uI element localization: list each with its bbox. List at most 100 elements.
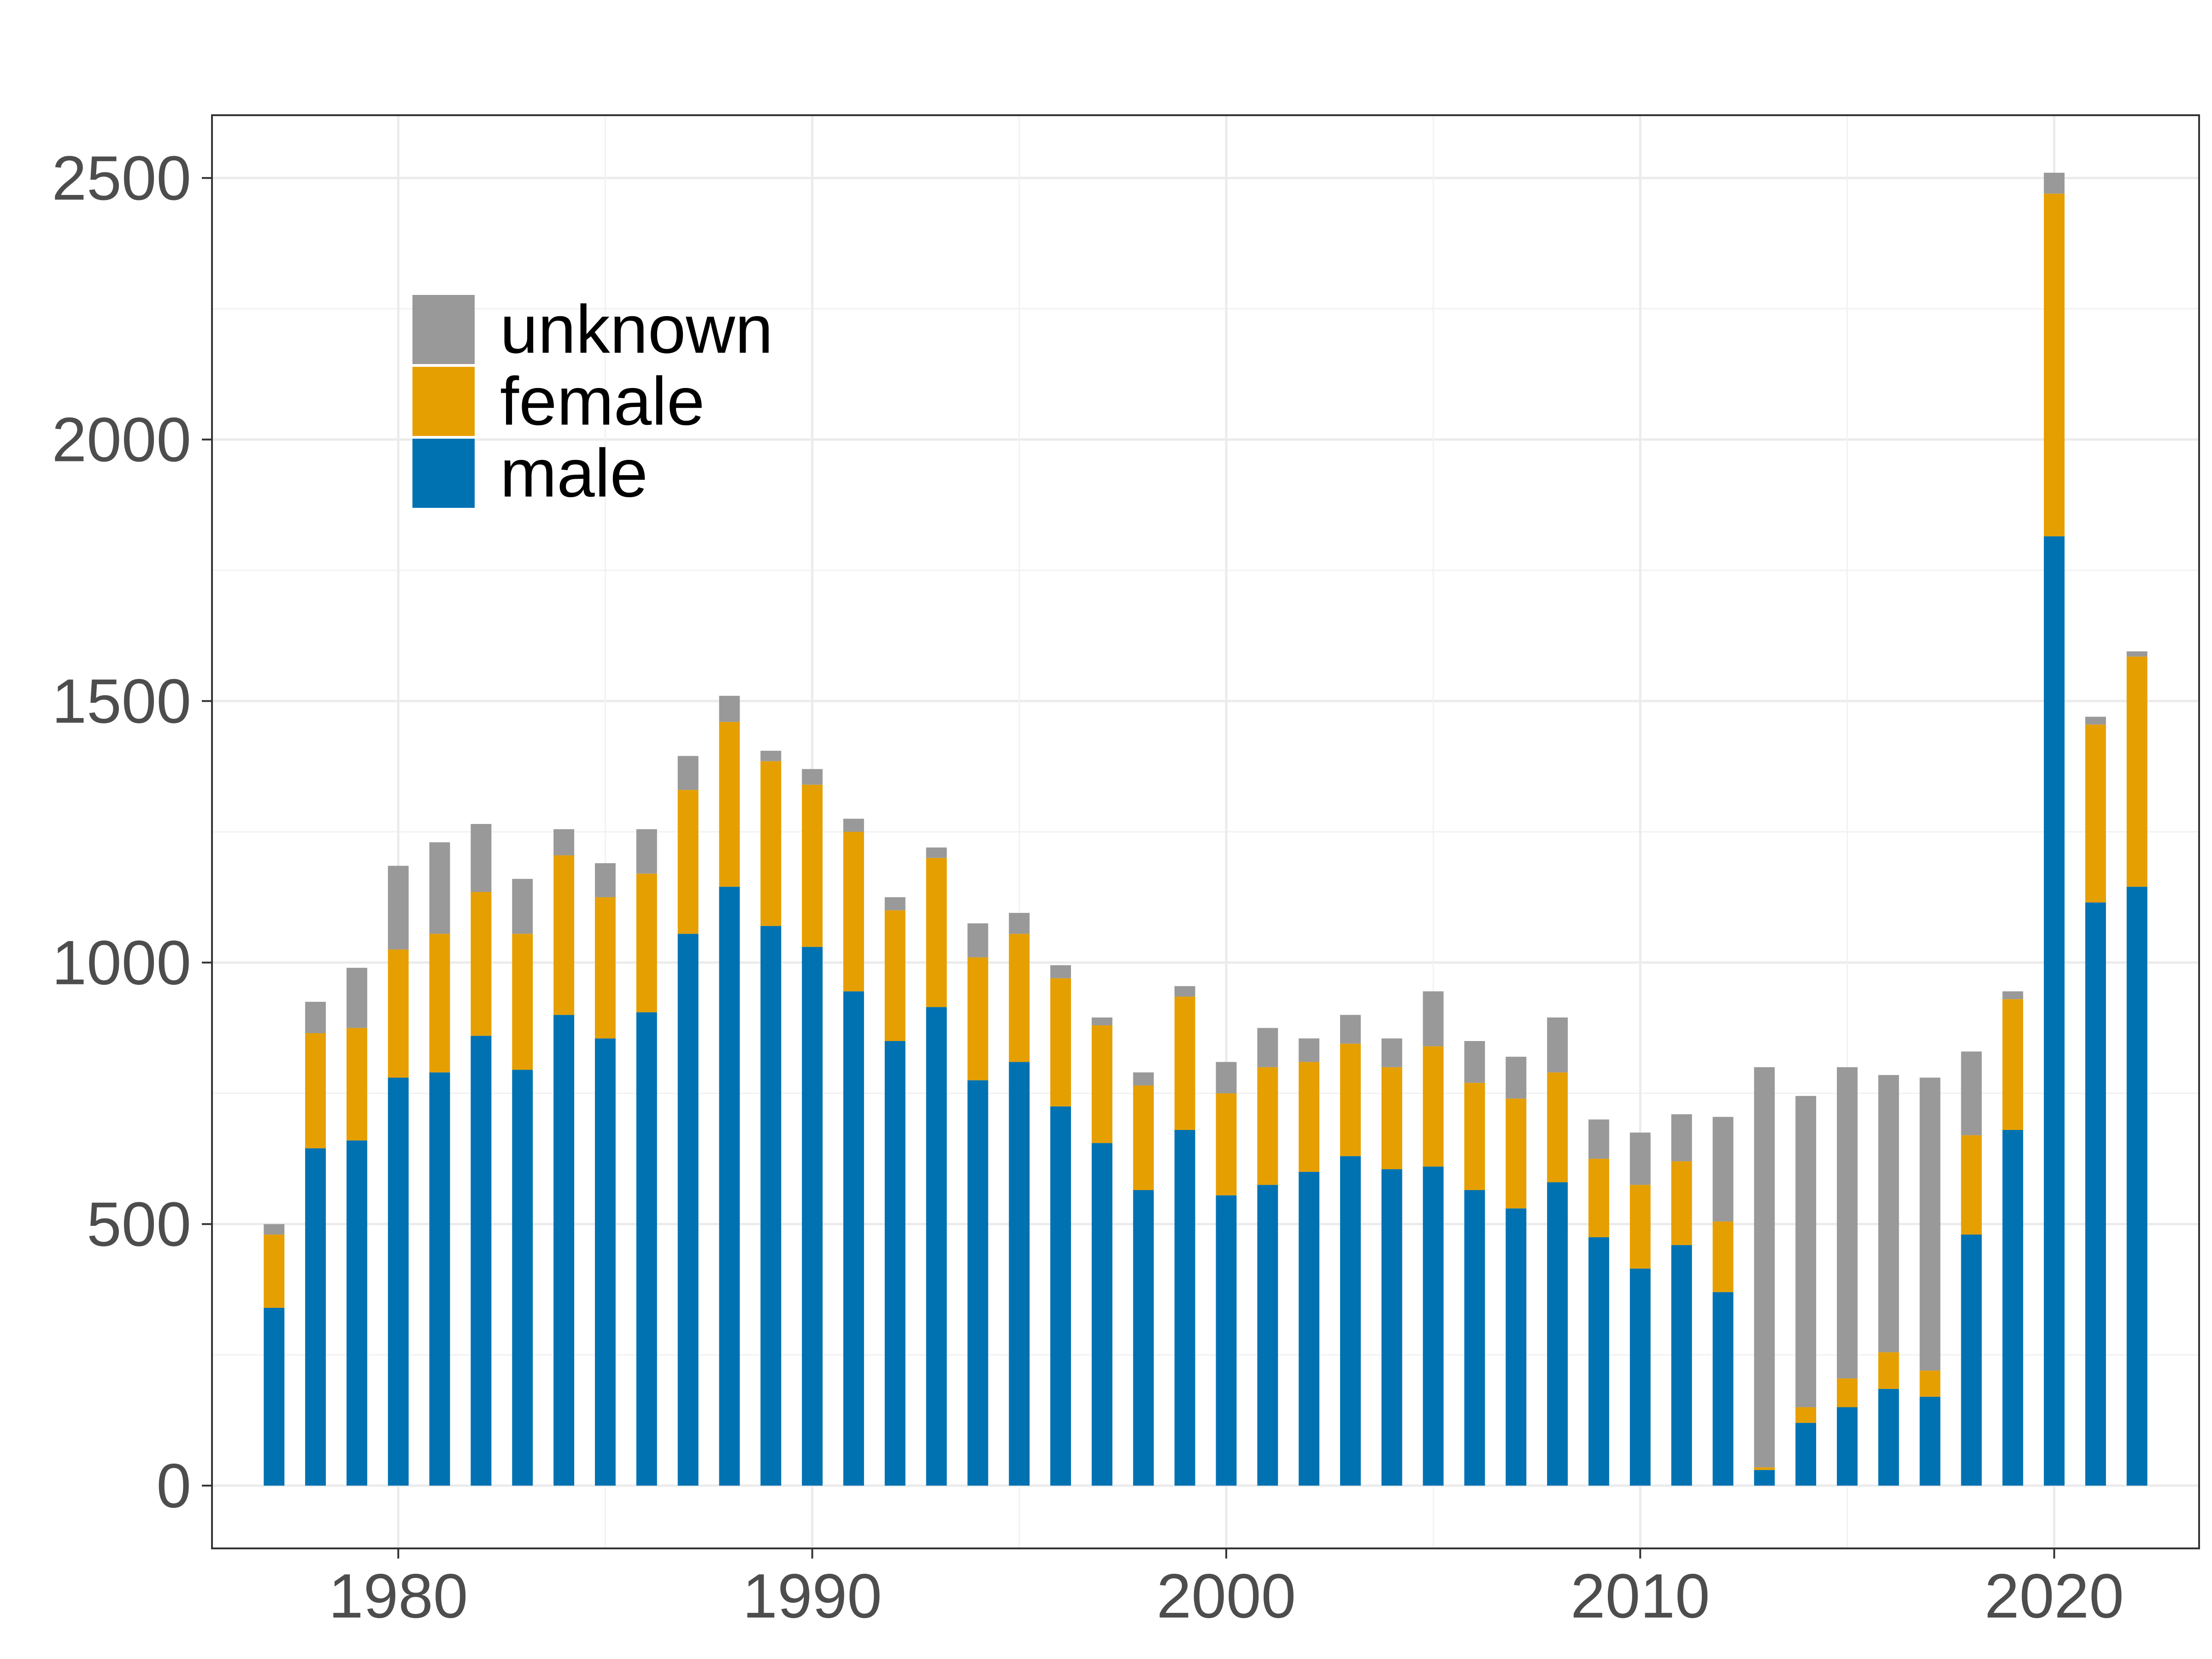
legend-label-male: male bbox=[500, 435, 648, 512]
bar-segment-male bbox=[1009, 1062, 1030, 1486]
y-tick-label: 2500 bbox=[52, 143, 191, 213]
bar-segment-female bbox=[802, 784, 823, 947]
bar-segment-unknown bbox=[1050, 965, 1071, 978]
bar-segment-unknown bbox=[471, 824, 492, 892]
bar-segment-unknown bbox=[636, 829, 657, 874]
bar-segment-female bbox=[1506, 1098, 1527, 1209]
bar-segment-female bbox=[636, 873, 657, 1012]
x-tick-label: 1990 bbox=[742, 1561, 882, 1631]
bar-segment-unknown bbox=[264, 1224, 285, 1235]
x-tick-label: 2010 bbox=[1571, 1561, 1710, 1631]
bar-segment-unknown bbox=[305, 1001, 326, 1033]
bar-segment-male bbox=[1919, 1396, 1941, 1486]
bar-segment-female bbox=[2002, 999, 2024, 1130]
bar-segment-female bbox=[1257, 1067, 1278, 1185]
bar-segment-unknown bbox=[677, 756, 699, 790]
bar-segment-unknown bbox=[1547, 1017, 1568, 1073]
bar-segment-female bbox=[677, 790, 699, 934]
bar-segment-unknown bbox=[1257, 1028, 1278, 1067]
bar-segment-unknown bbox=[967, 923, 988, 958]
bar-segment-female bbox=[1133, 1085, 1154, 1190]
bar-segment-unknown bbox=[926, 847, 947, 858]
bar-segment-female bbox=[1795, 1407, 1817, 1423]
bar-segment-unknown bbox=[1381, 1038, 1402, 1067]
bar-segment-male bbox=[1216, 1195, 1237, 1486]
bar-segment-female bbox=[1174, 996, 1195, 1130]
bar-segment-male bbox=[388, 1077, 409, 1486]
bar-segment-unknown bbox=[1630, 1132, 1651, 1185]
bar-segment-male bbox=[1464, 1190, 1485, 1486]
bar-segment-male bbox=[553, 1015, 575, 1486]
bar-segment-unknown bbox=[1133, 1072, 1154, 1086]
bar-segment-female bbox=[760, 761, 782, 926]
bar-segment-female bbox=[1050, 978, 1071, 1106]
bar-segment-female bbox=[1009, 934, 1030, 1062]
bar-segment-female bbox=[926, 858, 947, 1007]
x-axis: 1980 1990 2000 2010 2020 bbox=[329, 1548, 2124, 1631]
bar-segment-male bbox=[305, 1148, 326, 1486]
bar-segment-female bbox=[1630, 1185, 1651, 1269]
bar-segment-unknown bbox=[2044, 172, 2065, 194]
legend-label-unknown: unknown bbox=[500, 292, 773, 368]
bar-segment-male bbox=[1712, 1292, 1734, 1486]
bar-segment-unknown bbox=[1299, 1038, 1320, 1062]
bar-segment-male bbox=[719, 887, 740, 1486]
bar-segment-male bbox=[1671, 1245, 1692, 1486]
plot-border bbox=[211, 114, 2200, 1549]
bar-segment-female bbox=[512, 934, 533, 1070]
y-tick-label: 1500 bbox=[52, 666, 191, 736]
bar-segment-female bbox=[2044, 194, 2065, 536]
bar-segment-female bbox=[471, 892, 492, 1036]
bar-segment-male bbox=[2044, 536, 2065, 1486]
bar-segment-unknown bbox=[843, 818, 864, 832]
bar-segment-male bbox=[1795, 1423, 1817, 1486]
bar-segment-female bbox=[346, 1028, 367, 1141]
bar-segment-unknown bbox=[1174, 986, 1195, 997]
bar-segment-male bbox=[2126, 887, 2147, 1486]
bar-segment-female bbox=[843, 832, 864, 992]
bar-segment-unknown bbox=[512, 879, 533, 934]
bar-segment-male bbox=[967, 1080, 988, 1486]
bar-segment-male bbox=[1423, 1166, 1444, 1486]
bar-segment-female bbox=[1423, 1046, 1444, 1167]
bar-segment-male bbox=[843, 991, 864, 1486]
bar-segment-unknown bbox=[553, 829, 575, 856]
bar-segment-male bbox=[2002, 1130, 2024, 1486]
bar-segment-unknown bbox=[1961, 1051, 1982, 1135]
bar-segment-female bbox=[1464, 1082, 1485, 1190]
bar-segment-male bbox=[1050, 1106, 1071, 1486]
legend-key-male bbox=[412, 439, 475, 508]
bar-segment-female bbox=[305, 1033, 326, 1148]
legend-key-female bbox=[412, 367, 475, 436]
bar-segment-unknown bbox=[1754, 1067, 1775, 1468]
bar-segment-female bbox=[1961, 1135, 1982, 1235]
y-tick-label: 2000 bbox=[52, 405, 191, 475]
legend-key-unknown bbox=[412, 295, 475, 364]
y-axis: 0 500 1000 1500 2000 2500 bbox=[52, 143, 212, 1521]
bar-segment-male bbox=[1547, 1182, 1568, 1486]
bar-segment-male bbox=[429, 1072, 450, 1486]
bar-segment-female bbox=[429, 934, 450, 1073]
bar-segment-male bbox=[926, 1007, 947, 1486]
legend-label-female: female bbox=[500, 364, 705, 440]
bar-segment-unknown bbox=[1836, 1067, 1858, 1379]
bar-segment-female bbox=[1091, 1025, 1112, 1143]
bar-segment-male bbox=[346, 1140, 367, 1486]
bar-segment-female bbox=[1754, 1467, 1775, 1470]
bar-segment-male bbox=[1174, 1130, 1195, 1486]
bar-segment-unknown bbox=[1340, 1015, 1361, 1044]
bar-segment-female bbox=[1216, 1093, 1237, 1195]
bar-segment-unknown bbox=[802, 769, 823, 785]
bar-segment-unknown bbox=[594, 863, 616, 897]
bar-segment-male bbox=[1588, 1237, 1609, 1486]
bar-segment-female bbox=[553, 855, 575, 1015]
bar-segment-female bbox=[1712, 1221, 1734, 1292]
bar-segment-female bbox=[1340, 1043, 1361, 1156]
y-tick-label: 1000 bbox=[52, 928, 191, 998]
bar-segment-unknown bbox=[1423, 991, 1444, 1047]
bar-segment-unknown bbox=[1671, 1114, 1692, 1162]
bar-segment-unknown bbox=[884, 897, 906, 911]
bar-segment-female bbox=[1836, 1378, 1858, 1407]
